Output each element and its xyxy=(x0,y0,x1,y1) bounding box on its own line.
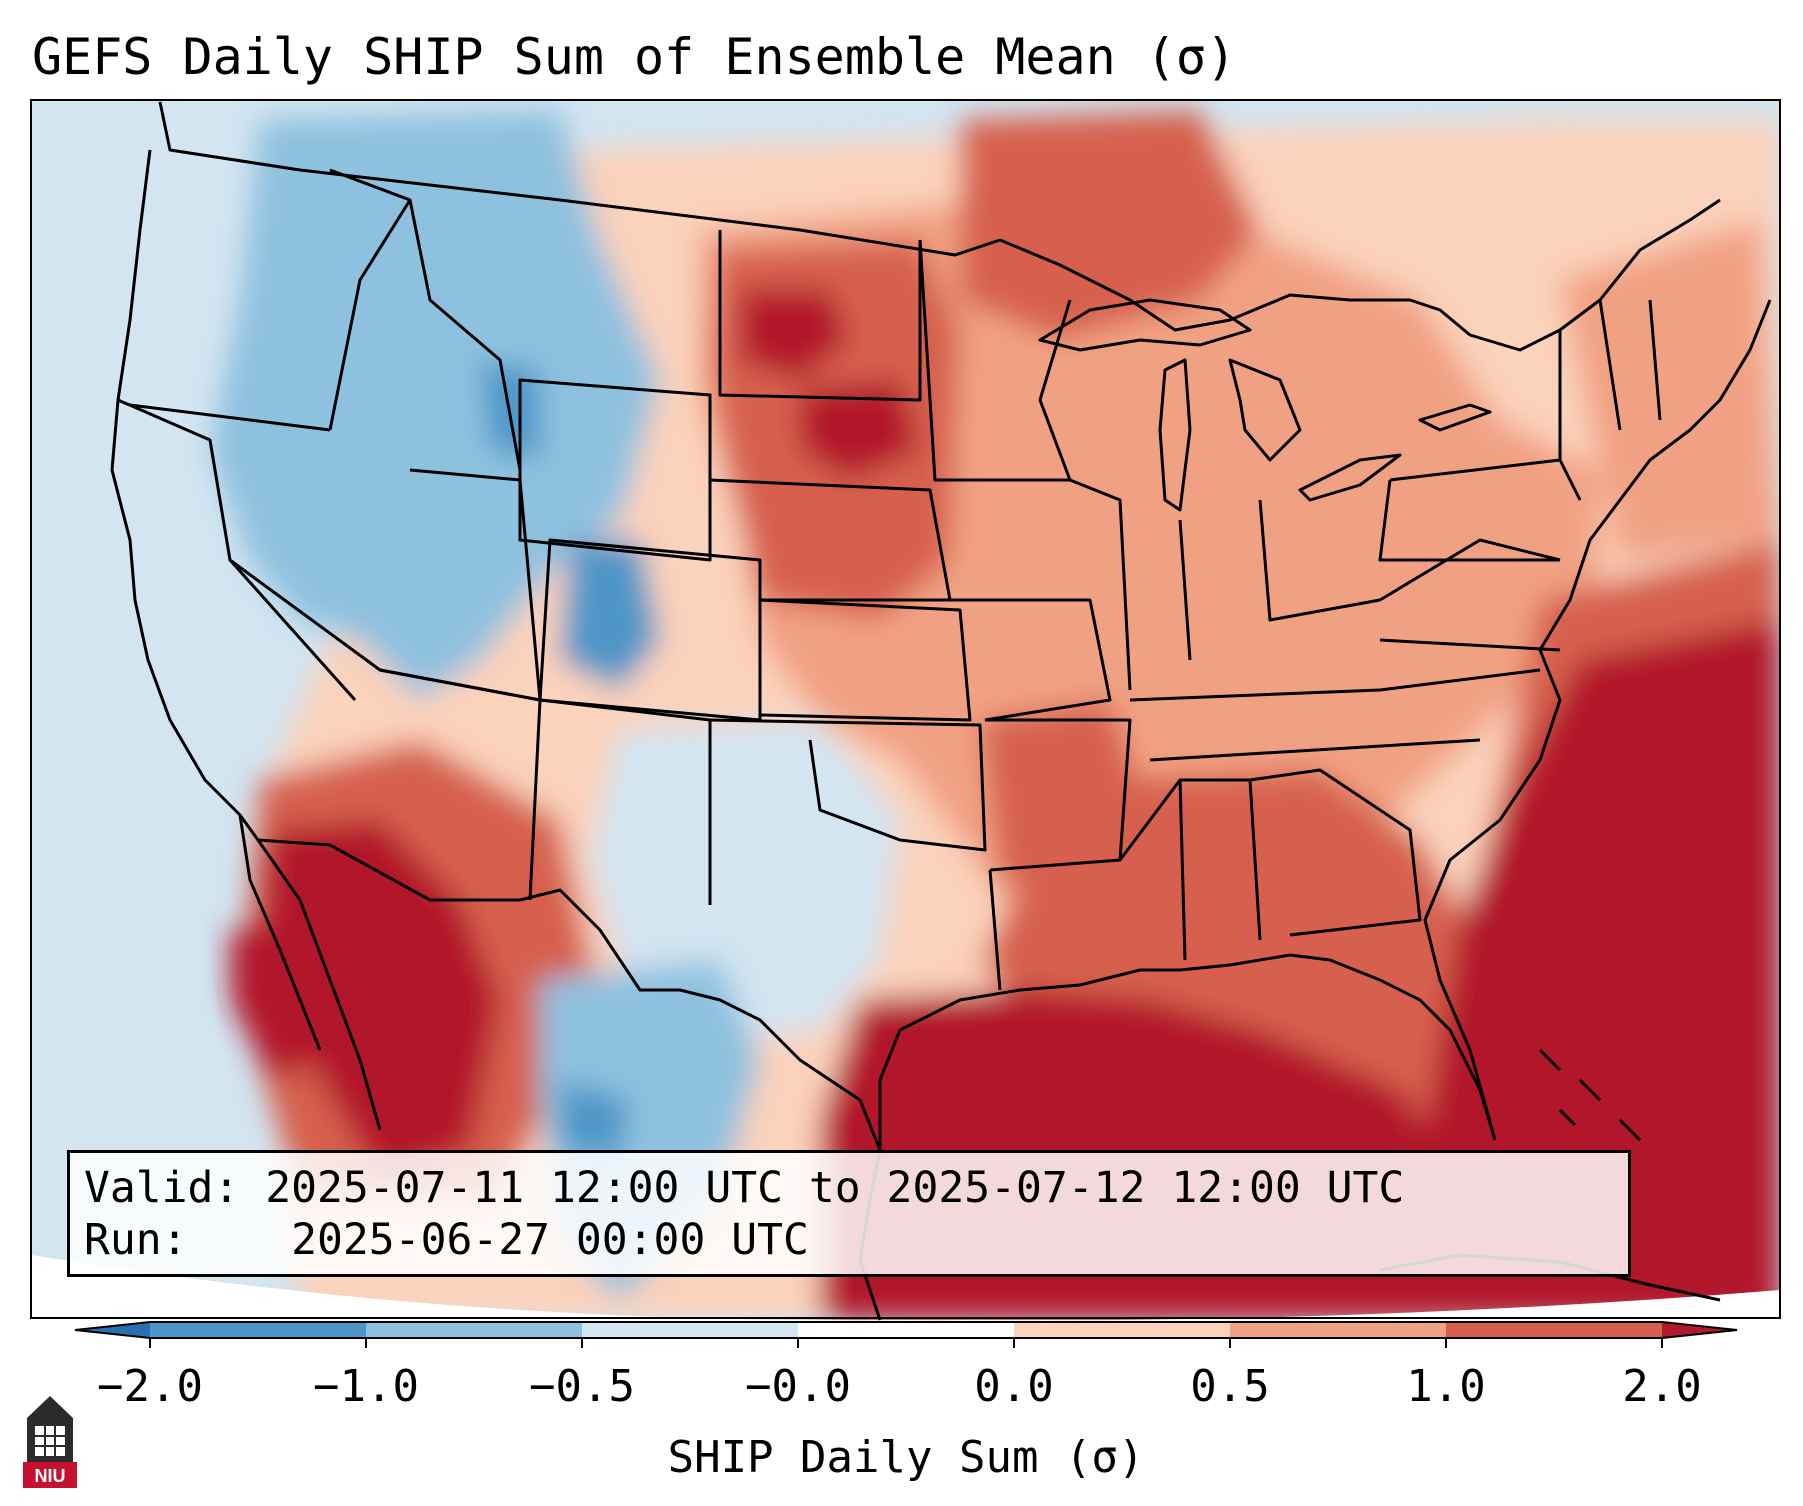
valid-label: Valid: xyxy=(84,1163,240,1213)
valid-value: 2025-07-11 12:00 UTC to 2025-07-12 12:00… xyxy=(265,1163,1405,1213)
run-value: 2025-06-27 00:00 UTC xyxy=(291,1215,809,1265)
field-strong-warm-sd-core xyxy=(800,380,920,480)
field-mild-warm-ohio xyxy=(1220,480,1520,700)
colorbar-segment xyxy=(582,1322,799,1338)
state-line-il-in-oh xyxy=(1069,478,1381,691)
lake-superior xyxy=(1038,298,1252,352)
state-line-ga-fl xyxy=(1249,768,1422,937)
field-strong-cool-mexico xyxy=(560,1080,630,1160)
field-warm-great-lakes xyxy=(960,110,1260,340)
state-line-va-nc xyxy=(1379,538,1561,652)
ship-field xyxy=(31,100,1780,1321)
state-line-new-england xyxy=(1558,299,1662,460)
state-line-ok xyxy=(709,718,987,852)
us-mexico-border xyxy=(257,838,882,1151)
colorbar-segment xyxy=(1014,1322,1231,1338)
colorbar-tick-label: −1.0 xyxy=(313,1361,419,1412)
state-line-mt-nd xyxy=(718,230,922,402)
field-strong-warm-baja xyxy=(230,920,320,1080)
figure-title: GEFS Daily SHIP Sum of Ensemble Mean (σ) xyxy=(32,28,1237,86)
valid-line: Valid: 2025-07-11 12:00 UTC to 2025-07-1… xyxy=(84,1163,1404,1213)
colorbar-label: SHIP Daily Sum (σ) xyxy=(667,1432,1145,1483)
colorbar-tick-label: 2.0 xyxy=(1622,1361,1702,1412)
gulf-coast xyxy=(878,953,1497,1150)
state-line-ky-tn xyxy=(1129,668,1541,762)
bahamas xyxy=(1538,1048,1642,1142)
colorbar-tick-label: −2.0 xyxy=(97,1361,203,1412)
state-line-ar-la xyxy=(985,718,1132,991)
field-strong-warm-mexico xyxy=(260,820,500,1180)
colorbar-tick-label: 0.5 xyxy=(1190,1361,1270,1412)
state-line-ks xyxy=(759,598,972,722)
state-line-id-west xyxy=(328,199,412,431)
colorbar-tick-label: 1.0 xyxy=(1406,1361,1486,1412)
field-slight-cool-texas xyxy=(590,720,900,1040)
lake-erie xyxy=(1298,453,1402,502)
run-label: Run: xyxy=(84,1215,188,1265)
baja-west xyxy=(238,814,322,1051)
colorbar-tick-label: −0.5 xyxy=(529,1361,635,1412)
field-cool-northwest xyxy=(210,110,660,700)
us-canada-border xyxy=(158,101,1721,352)
baja-coast xyxy=(256,839,382,1131)
colorbar-segment xyxy=(798,1322,1015,1338)
field-strong-warm-atlantic xyxy=(1400,620,1780,1320)
field-strong-warm-dakota-core xyxy=(740,290,850,380)
colorbar-segment xyxy=(150,1322,367,1338)
colorbar-tick-label: 0.0 xyxy=(974,1361,1054,1412)
state-line-ms-al xyxy=(1118,778,1262,961)
field-mild-warm-northeast xyxy=(1560,220,1780,560)
logo-text: NIU xyxy=(35,1466,66,1486)
state-line-or-ca-nv xyxy=(117,398,357,701)
info-box: Valid: 2025-07-11 12:00 UTC to 2025-07-1… xyxy=(67,1150,1631,1277)
field-strong-cool-colorado xyxy=(560,540,660,690)
state-line-wa-or xyxy=(129,403,331,432)
lake-huron xyxy=(1228,358,1302,462)
colorbar-segment xyxy=(366,1322,583,1338)
lake-michigan xyxy=(1158,358,1192,512)
state-line-sd-ne xyxy=(709,478,952,602)
lake-ontario xyxy=(1418,403,1492,432)
state-line-ia-mo xyxy=(950,598,1112,722)
boundaries xyxy=(110,101,1772,1321)
colorbar-segment xyxy=(1230,1322,1447,1338)
field-warm-midsouth xyxy=(980,700,1150,900)
colorbar xyxy=(74,1321,1738,1348)
west-coast xyxy=(110,149,260,841)
field-slight-cool-pacific xyxy=(31,100,200,1200)
colorbar-segment xyxy=(1446,1322,1663,1338)
map-frame xyxy=(30,99,1781,1319)
colorbar-extend-low xyxy=(75,1322,150,1338)
niu-tower-icon: NIU xyxy=(23,1396,77,1488)
state-line-id-mt xyxy=(329,168,522,471)
colorbar-extend-high xyxy=(1662,1322,1737,1338)
colorbar-tick-label: −0.0 xyxy=(745,1361,851,1412)
run-line: Run: 2025-06-27 00:00 UTC xyxy=(84,1215,809,1265)
